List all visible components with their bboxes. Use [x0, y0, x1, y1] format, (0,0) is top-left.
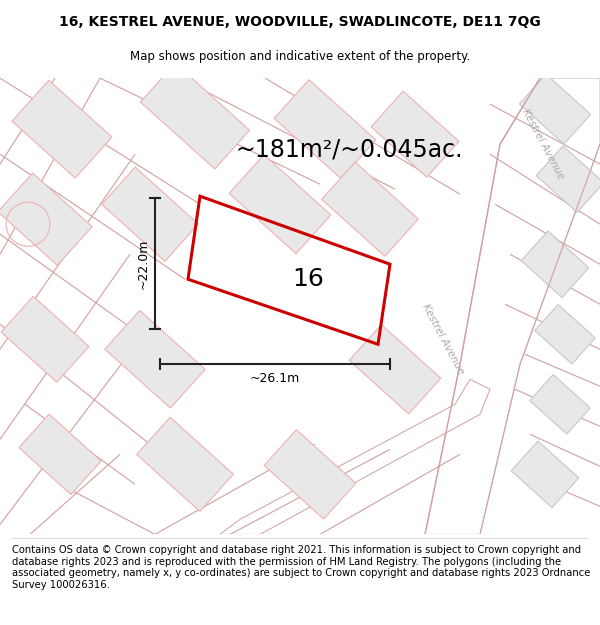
Text: ~22.0m: ~22.0m	[137, 239, 149, 289]
Polygon shape	[371, 91, 459, 177]
Text: Kestrel Avenue: Kestrel Avenue	[520, 107, 566, 181]
Polygon shape	[137, 418, 233, 511]
Polygon shape	[425, 78, 600, 534]
Text: 16, KESTREL AVENUE, WOODVILLE, SWADLINCOTE, DE11 7QG: 16, KESTREL AVENUE, WOODVILLE, SWADLINCO…	[59, 15, 541, 29]
Polygon shape	[349, 324, 441, 414]
Polygon shape	[530, 374, 590, 434]
Polygon shape	[520, 74, 590, 144]
Polygon shape	[521, 231, 589, 298]
Polygon shape	[140, 63, 250, 169]
Polygon shape	[536, 146, 600, 212]
Text: ~26.1m: ~26.1m	[250, 372, 300, 385]
Polygon shape	[1, 296, 89, 382]
Text: Map shows position and indicative extent of the property.: Map shows position and indicative extent…	[130, 50, 470, 62]
Text: Kestrel Avenue: Kestrel Avenue	[420, 302, 466, 376]
Polygon shape	[12, 80, 112, 178]
Text: ~181m²/~0.045ac.: ~181m²/~0.045ac.	[235, 137, 463, 161]
Text: 16: 16	[292, 268, 324, 291]
Polygon shape	[105, 311, 205, 408]
Polygon shape	[322, 162, 418, 256]
Polygon shape	[229, 155, 331, 254]
Polygon shape	[0, 173, 92, 266]
Polygon shape	[274, 80, 376, 179]
Text: Contains OS data © Crown copyright and database right 2021. This information is : Contains OS data © Crown copyright and d…	[12, 545, 590, 590]
Polygon shape	[535, 304, 595, 364]
Polygon shape	[264, 430, 356, 519]
Polygon shape	[101, 167, 199, 261]
Polygon shape	[220, 379, 490, 534]
Polygon shape	[19, 414, 101, 494]
Polygon shape	[511, 441, 579, 508]
